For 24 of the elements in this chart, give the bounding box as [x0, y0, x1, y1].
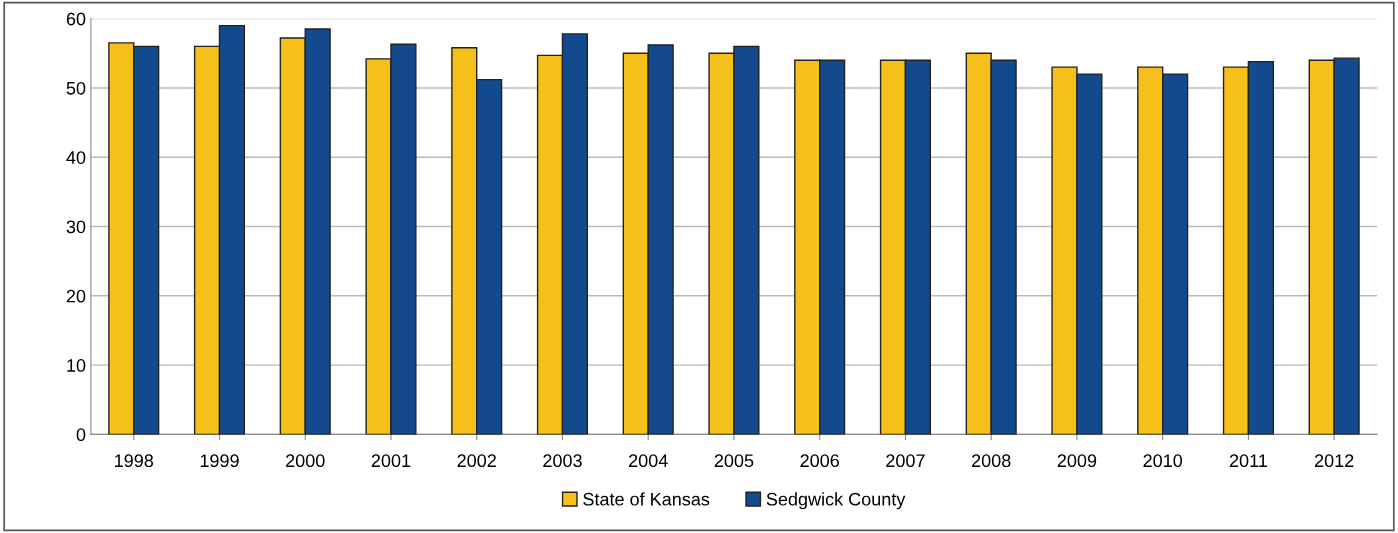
x-tick-label: 2002 — [457, 454, 496, 468]
y-tick-label: 60 — [66, 12, 86, 26]
x-tick-label: 2004 — [629, 454, 668, 468]
x-tick-label: 2012 — [1314, 454, 1354, 468]
x-tick-label: 2008 — [972, 454, 1011, 468]
y-tick-label: 20 — [66, 289, 86, 303]
x-tick-label: 1998 — [115, 454, 154, 468]
x-tick-label: 2007 — [886, 454, 925, 468]
x-tick-label: 1999 — [200, 454, 239, 468]
y-tick-label: 10 — [67, 359, 86, 372]
y-tick-label: 0 — [76, 428, 86, 442]
y-tick-label: 40 — [66, 151, 86, 164]
y-tick-label: 30 — [66, 220, 86, 234]
x-tick-label: 2006 — [800, 454, 839, 468]
legend-label: State of Kansas — [583, 492, 710, 506]
x-tick-label: 2005 — [714, 454, 754, 468]
x-tick-label: 2009 — [1057, 454, 1097, 468]
x-tick-label: 2011 — [1229, 454, 1267, 468]
x-tick-label: 2010 — [1143, 454, 1183, 468]
x-tick-label: 2000 — [286, 454, 325, 468]
legend-label: Sedgwick County — [766, 492, 906, 510]
y-tick-label: 50 — [66, 81, 86, 95]
x-tick-label: 2003 — [543, 454, 582, 468]
x-tick-label: 2001 — [371, 454, 411, 468]
